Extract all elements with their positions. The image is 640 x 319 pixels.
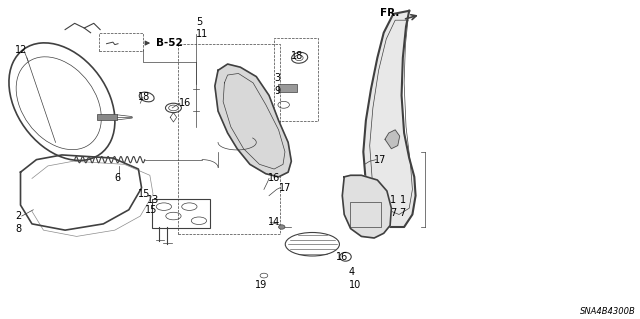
Text: 5: 5 (196, 17, 202, 27)
Text: 8: 8 (15, 224, 22, 234)
Text: 12: 12 (15, 45, 28, 55)
Text: FR.: FR. (380, 8, 399, 18)
Text: 17: 17 (374, 155, 387, 165)
Polygon shape (215, 64, 291, 177)
Polygon shape (342, 175, 392, 238)
Polygon shape (364, 11, 415, 227)
Polygon shape (385, 130, 399, 149)
Text: 16: 16 (179, 98, 191, 108)
Text: 10: 10 (349, 280, 361, 290)
Text: B-52: B-52 (156, 38, 182, 48)
Text: 2: 2 (15, 211, 22, 221)
Bar (97, 114, 117, 121)
Text: 6: 6 (115, 174, 121, 183)
Ellipse shape (278, 225, 285, 229)
Text: 13: 13 (147, 195, 159, 205)
Text: 1: 1 (390, 195, 396, 205)
Text: SNA4B4300B: SNA4B4300B (580, 307, 636, 316)
Text: 7: 7 (390, 208, 396, 218)
Bar (350, 202, 381, 227)
Text: 16: 16 (336, 252, 348, 262)
Text: 1: 1 (399, 195, 406, 205)
Text: 9: 9 (274, 86, 280, 96)
Text: 16: 16 (268, 174, 280, 183)
Text: 15: 15 (138, 189, 151, 199)
Text: 19: 19 (255, 280, 268, 290)
Text: 14: 14 (268, 217, 280, 227)
Text: 15: 15 (145, 205, 157, 215)
Text: 18: 18 (138, 92, 150, 102)
Text: 17: 17 (278, 183, 291, 193)
Text: 18: 18 (291, 51, 303, 61)
Text: 4: 4 (349, 267, 355, 278)
Text: 7: 7 (399, 208, 406, 218)
Bar (278, 85, 297, 92)
Text: 11: 11 (196, 29, 208, 39)
Text: 3: 3 (274, 73, 280, 83)
